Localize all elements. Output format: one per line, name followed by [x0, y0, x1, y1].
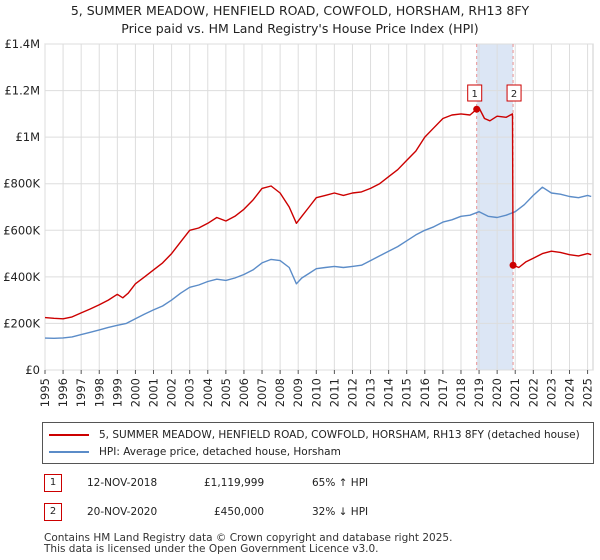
transaction-price: £450,000	[214, 506, 265, 518]
x-tick-label: 2017	[436, 378, 450, 407]
footer: Contains HM Land Registry data © Crown c…	[44, 533, 452, 555]
transaction-price: £1,119,999	[204, 477, 265, 489]
legend-swatch-hpi	[49, 451, 89, 453]
footer-licence: This data is licensed under the Open Gov…	[44, 543, 379, 555]
y-tick-label: £600K	[3, 223, 40, 237]
x-tick-label: 2003	[183, 378, 197, 407]
y-tick-label: £200K	[3, 316, 40, 330]
x-tick-label: 2024	[562, 378, 576, 407]
legend-label-property: 5, SUMMER MEADOW, HENFIELD ROAD, COWFOLD…	[99, 429, 580, 441]
x-tick-label: 2000	[128, 378, 142, 407]
price-chart: £0 £200K £400K £600K £800K £1M £1.2M £1.4M 1995 1…	[3, 37, 595, 407]
transaction-date: 12-NOV-2018	[87, 477, 158, 489]
chart-title-line-1: 5, SUMMER MEADOW, HENFIELD ROAD, COWFOLD…	[70, 3, 530, 18]
y-tick-label: £400K	[3, 270, 40, 284]
hpi-series-line	[44, 186, 592, 339]
chart-legend: 5, SUMMER MEADOW, HENFIELD ROAD, COWFOLD…	[42, 422, 594, 464]
transaction-hpi-change: 32% ↓ HPI	[312, 506, 369, 518]
chart-title-line-2: Price paid vs. HM Land Registry's House …	[121, 21, 479, 36]
x-tick-label: 2023	[544, 378, 558, 407]
y-tick-label: £1.4M	[4, 37, 40, 51]
y-tick-label: £0	[25, 363, 40, 377]
x-tick-label: 2014	[382, 378, 396, 407]
sale-point	[509, 261, 517, 269]
x-tick-label: 1998	[92, 378, 106, 407]
x-tick-label: 2018	[454, 378, 468, 407]
x-tick-label: 2002	[165, 378, 179, 407]
x-tick-label: 2008	[273, 378, 287, 407]
x-tick-label: 2020	[490, 378, 504, 407]
x-tick-label: 1997	[74, 378, 88, 407]
sale-point	[473, 105, 481, 113]
sale-label-box	[506, 84, 522, 102]
x-tick-label: 2006	[237, 378, 251, 407]
sale-label: 1	[472, 89, 478, 100]
property-series-line	[44, 107, 592, 320]
x-tick-label: 1999	[110, 378, 124, 407]
x-tick-label: 2012	[345, 378, 359, 407]
legend-label-hpi: HPI: Average price, detached house, Hors…	[99, 446, 341, 458]
sale-label: 2	[511, 89, 517, 100]
x-tick-label: 2022	[526, 378, 540, 407]
x-tick-label: 2004	[201, 378, 215, 407]
x-tick-label: 2021	[508, 378, 522, 407]
footer-copyright: Contains HM Land Registry data © Crown c…	[44, 532, 453, 544]
x-tick-label: 1996	[56, 378, 70, 407]
x-tick-label: 2005	[219, 378, 233, 407]
x-tick-label: 2010	[309, 378, 323, 407]
x-tick-label: 1995	[38, 378, 52, 407]
legend-item-hpi: HPI: Average price, detached house, Hors…	[49, 444, 341, 460]
x-tick-label: 2011	[327, 378, 341, 407]
y-tick-label: £1M	[15, 130, 40, 144]
x-tick-label: 2025	[581, 378, 595, 407]
x-tick-label: 2015	[400, 378, 414, 407]
transaction-badge: 2	[44, 503, 62, 521]
legend-item-property: 5, SUMMER MEADOW, HENFIELD ROAD, COWFOLD…	[49, 427, 580, 443]
x-tick-label: 2001	[147, 378, 161, 407]
legend-swatch-property	[49, 434, 89, 436]
y-tick-label: £800K	[3, 177, 40, 191]
transaction-hpi-change: 65% ↑ HPI	[312, 477, 369, 489]
transaction-date: 20-NOV-2020	[87, 506, 158, 518]
x-tick-label: 2007	[255, 378, 269, 407]
sale-label-box	[467, 84, 483, 102]
x-tick-label: 2013	[364, 378, 378, 407]
x-tick-label: 2019	[472, 378, 486, 407]
y-tick-label: £1.2M	[4, 84, 40, 98]
transaction-badge: 1	[44, 474, 62, 492]
x-tick-label: 2009	[291, 378, 305, 407]
x-tick-label: 2016	[418, 378, 432, 407]
